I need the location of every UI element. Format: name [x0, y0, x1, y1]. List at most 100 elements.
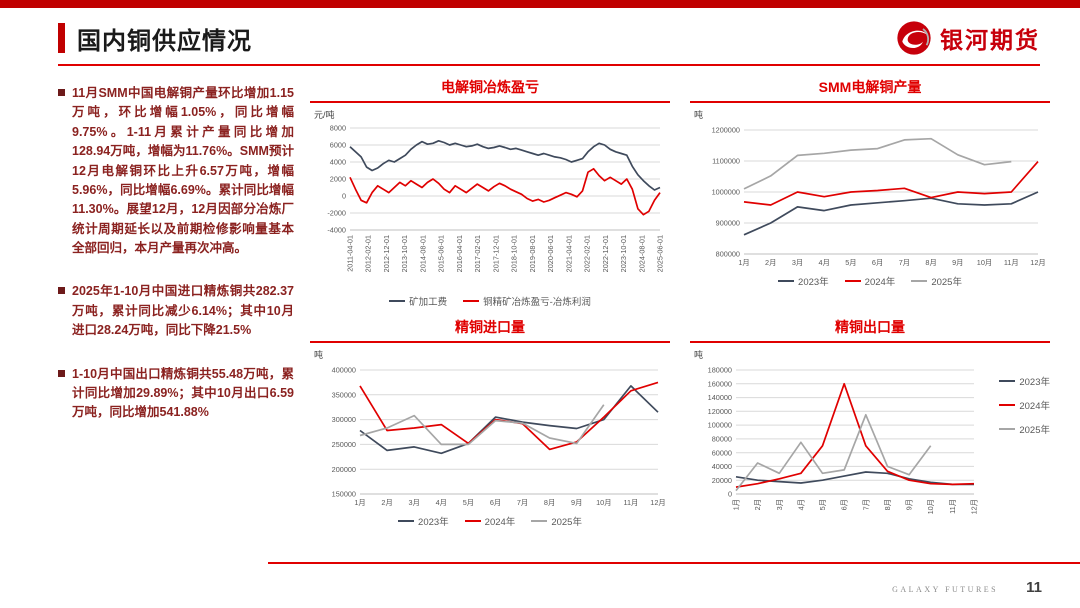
svg-text:8月: 8月 [883, 499, 892, 510]
svg-text:1月: 1月 [738, 258, 749, 267]
svg-text:2000: 2000 [330, 175, 346, 184]
legend-item: 矿加工费 [389, 294, 447, 308]
svg-text:7月: 7月 [517, 498, 528, 507]
svg-text:2022-12-01: 2022-12-01 [601, 235, 610, 272]
svg-text:2012-02-01: 2012-02-01 [364, 235, 373, 272]
y-axis-unit-label: 吨 [694, 110, 704, 120]
svg-text:2020-06-01: 2020-06-01 [546, 235, 555, 272]
svg-text:3月: 3月 [792, 258, 803, 267]
legend-item: 2025年 [911, 274, 962, 288]
notes-panel: 11月SMM中国电解铜产量环比增加1.15万吨，环比增幅1.05%，同比增幅9.… [58, 76, 294, 528]
legend-swatch-icon [463, 300, 480, 302]
page-number: 11 [1026, 579, 1042, 596]
svg-text:9月: 9月 [952, 258, 963, 267]
svg-text:5月: 5月 [463, 498, 474, 507]
legend-label: 2023年 [1019, 377, 1050, 388]
top-accent-bar [0, 0, 1080, 8]
legend-label: 2025年 [551, 517, 582, 528]
legend-item: 2025年 [999, 422, 1050, 436]
chart-legend: 2023年 2024年 2025年 [690, 274, 1050, 288]
svg-text:11月: 11月 [1004, 258, 1019, 267]
y-axis-unit-label: 元/吨 [314, 110, 335, 120]
note-text: 11月SMM中国电解铜产量环比增加1.15万吨，环比增幅1.05%，同比增幅9.… [72, 86, 294, 255]
bullet-square-icon [58, 287, 65, 295]
svg-text:0: 0 [728, 490, 732, 499]
header: 国内铜供应情况 银河期货 [0, 8, 1080, 64]
svg-text:250000: 250000 [332, 440, 356, 449]
legend-label: 矿加工费 [409, 297, 448, 308]
chart-panel-smelting-profit-loss: 电解铜冶炼盈亏 元/吨 -4000 -2000 0 2000 4000 6000 8000 2… [310, 76, 670, 308]
svg-text:10月: 10月 [977, 258, 992, 267]
svg-text:1月: 1月 [732, 499, 741, 510]
chart-title: SMM电解铜产量 [690, 76, 1050, 103]
svg-text:2月: 2月 [765, 258, 776, 267]
y-axis-unit-label: 吨 [694, 350, 704, 360]
svg-text:2014-08-01: 2014-08-01 [418, 235, 427, 272]
footer-brand: GALAXY FUTURES [892, 585, 999, 594]
legend-item: 2023年 [778, 274, 829, 288]
note-text: 2025年1-10月中国进口精炼铜共282.37万吨，累计同比减少6.14%；其… [72, 284, 294, 338]
main-content: 11月SMM中国电解铜产量环比增加1.15万吨，环比增幅1.05%，同比增幅9.… [0, 66, 1080, 528]
y-axis-unit-label: 吨 [314, 350, 324, 360]
legend-swatch-icon [398, 520, 415, 522]
line-chart-refined-exports: 0 20000 40000 60000 80000 100000 120000 140000 1… [690, 362, 1050, 526]
svg-text:4月: 4月 [436, 498, 447, 507]
svg-text:4月: 4月 [819, 258, 830, 267]
footer: GALAXY FUTURES 11 [892, 579, 1042, 596]
chart-panel-refined-imports: 精铜进口量 吨 150000 200000 250000 300000 350000 40… [310, 316, 670, 528]
line-chart-smm-output: 800000 900000 1000000 1100000 1200000 1月 2月 3月 4… [690, 122, 1050, 272]
legend-swatch-icon [844, 280, 861, 282]
footer-divider [268, 562, 1080, 564]
bullet-square-icon [58, 369, 65, 377]
legend-swatch-icon [778, 280, 795, 282]
svg-text:400000: 400000 [332, 366, 356, 375]
svg-text:2018-10-01: 2018-10-01 [510, 235, 519, 272]
title-accent-bar [58, 23, 65, 53]
svg-text:40000: 40000 [712, 462, 732, 471]
chart-panel-refined-exports: 精铜出口量 吨 0 20000 40000 60000 80000 100000 12000… [690, 316, 1050, 528]
svg-text:8月: 8月 [544, 498, 555, 507]
legend-swatch-icon [911, 280, 928, 282]
legend-swatch-icon [999, 428, 1016, 430]
svg-text:2月: 2月 [381, 498, 392, 507]
legend-item: 2024年 [999, 398, 1050, 412]
svg-text:1100000: 1100000 [712, 157, 740, 166]
legend-swatch-icon [389, 300, 406, 302]
svg-text:120000: 120000 [708, 407, 732, 416]
svg-text:12月: 12月 [650, 498, 665, 507]
legend-label: 2023年 [798, 277, 829, 288]
svg-text:800000: 800000 [716, 250, 740, 259]
svg-text:12月: 12月 [1030, 258, 1045, 267]
svg-text:1000000: 1000000 [712, 188, 740, 197]
svg-text:140000: 140000 [708, 393, 732, 402]
svg-text:180000: 180000 [708, 366, 732, 375]
legend-item: 2024年 [844, 274, 895, 288]
svg-text:4月: 4月 [796, 499, 805, 510]
svg-text:6月: 6月 [872, 258, 883, 267]
svg-text:2012-12-01: 2012-12-01 [382, 235, 391, 272]
svg-text:9月: 9月 [571, 498, 582, 507]
svg-text:4000: 4000 [330, 158, 346, 167]
galaxy-logo-icon [897, 21, 931, 55]
svg-text:12月: 12月 [970, 499, 979, 514]
legend-item: 2023年 [398, 514, 449, 528]
svg-text:20000: 20000 [712, 476, 732, 485]
chart-title: 精铜出口量 [690, 316, 1050, 343]
legend-label: 2024年 [1019, 401, 1050, 412]
note-bullet: 2025年1-10月中国进口精炼铜共282.37万吨，累计同比减少6.14%；其… [58, 282, 294, 340]
legend-item: 2023年 [999, 374, 1050, 388]
line-chart-smelting-profit-loss: -4000 -2000 0 2000 4000 6000 8000 2011-04-01 201… [310, 122, 670, 292]
svg-text:2021-04-01: 2021-04-01 [564, 235, 573, 272]
chart-title: 电解铜冶炼盈亏 [310, 76, 670, 103]
legend-item: 铜精矿冶炼盈亏-冶炼利润 [463, 294, 591, 308]
svg-text:60000: 60000 [712, 448, 732, 457]
svg-text:-2000: -2000 [327, 209, 346, 218]
svg-text:8月: 8月 [925, 258, 936, 267]
svg-text:2016-04-01: 2016-04-01 [455, 235, 464, 272]
legend-label: 2023年 [418, 517, 449, 528]
svg-text:100000: 100000 [708, 421, 732, 430]
svg-text:2025-06-01: 2025-06-01 [656, 235, 665, 272]
svg-text:6月: 6月 [490, 498, 501, 507]
svg-text:1200000: 1200000 [712, 126, 740, 135]
